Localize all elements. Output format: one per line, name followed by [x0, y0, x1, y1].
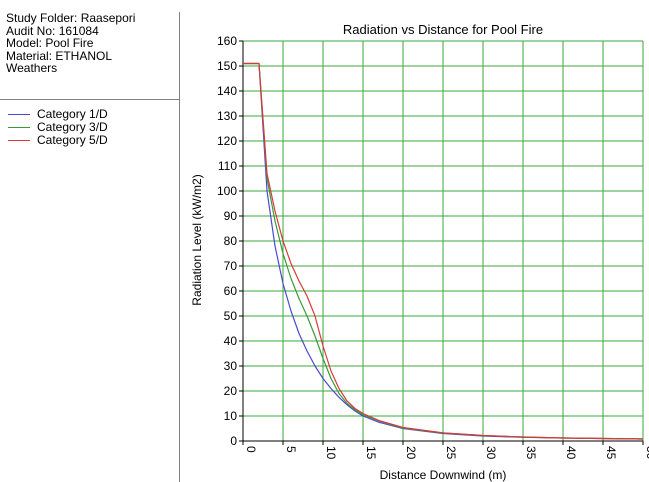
- x-tick-label-10: 10: [324, 446, 338, 460]
- chart-legend: Category 1/D Category 3/D Category 5/D: [0, 108, 180, 147]
- legend-swatch-category-3d: [8, 127, 30, 128]
- y-tick-label-30: 30: [224, 359, 238, 373]
- y-tick-label-110: 110: [218, 159, 237, 173]
- y-tick-label-50: 50: [224, 309, 238, 323]
- x-tick-label-25: 25: [444, 446, 458, 460]
- x-axis-label: Distance Downwind (m): [380, 468, 507, 482]
- x-tick-label-20: 20: [404, 446, 418, 460]
- left-panel: Study Folder: Raasepori Audit No: 161084…: [0, 12, 180, 482]
- material-text: Material: ETHANOL: [6, 48, 113, 63]
- legend-label-category-3d: Category 3/D: [37, 120, 108, 134]
- x-tick-label-30: 30: [484, 446, 498, 460]
- x-tick-label-0: 0: [244, 446, 258, 453]
- x-tick-label-45: 45: [604, 446, 618, 460]
- y-tick-labels: 0 10 20 30 40 50 60 70 80 90 100 110 120 130 140 150 160: [217, 34, 237, 448]
- study-folder-text: Study Folder: Raasepori: [6, 11, 136, 25]
- y-axis-label: Radiation Level (kW/m2): [190, 174, 204, 305]
- weathers-text: Weathers: [6, 61, 58, 75]
- y-tick-label-160: 160: [217, 34, 237, 48]
- series-lines: [243, 62, 644, 440]
- legend-item-category-5d: Category 5/D: [0, 134, 180, 147]
- y-tick-label-90: 90: [224, 209, 238, 223]
- legend-label-category-1d: Category 1/D: [37, 107, 108, 121]
- legend-label-category-5d: Category 5/D: [37, 133, 108, 147]
- x-tick-label-5: 5: [284, 446, 298, 453]
- y-tick-label-10: 10: [224, 409, 238, 423]
- y-tick-label-40: 40: [224, 334, 238, 348]
- model-text: Model: Pool Fire: [6, 36, 94, 50]
- x-tick-label-35: 35: [524, 446, 538, 460]
- y-tick-label-70: 70: [224, 259, 238, 273]
- y-tick-label-140: 140: [217, 84, 237, 98]
- legend-swatch-category-5d: [8, 140, 30, 141]
- series-line-category-5-d: [243, 62, 644, 440]
- legend-item-category-1d: Category 1/D: [0, 108, 180, 121]
- x-tick-labels: 0 5 10 15 20 25 30 35 40 45 50: [244, 446, 649, 460]
- grid-lines: [239, 40, 644, 445]
- x-tick-label-50: 50: [644, 446, 649, 460]
- y-tick-label-120: 120: [217, 134, 237, 148]
- y-tick-label-20: 20: [224, 384, 238, 398]
- x-tick-label-40: 40: [564, 446, 578, 460]
- x-tick-label-15: 15: [364, 446, 378, 460]
- y-tick-label-100: 100: [217, 184, 237, 198]
- audit-number-text: Audit No: 161084: [6, 23, 99, 38]
- legend-swatch-category-1d: [8, 114, 30, 115]
- y-tick-label-80: 80: [224, 234, 238, 248]
- y-tick-label-0: 0: [230, 434, 237, 448]
- y-tick-label-150: 150: [217, 59, 237, 73]
- y-tick-label-130: 130: [217, 109, 237, 123]
- chart-title: Radiation vs Distance for Pool Fire: [343, 22, 543, 37]
- study-info-box: Study Folder: Raasepori Audit No: 161084…: [0, 12, 180, 100]
- legend-item-category-3d: Category 3/D: [0, 121, 180, 134]
- y-tick-label-60: 60: [224, 284, 238, 298]
